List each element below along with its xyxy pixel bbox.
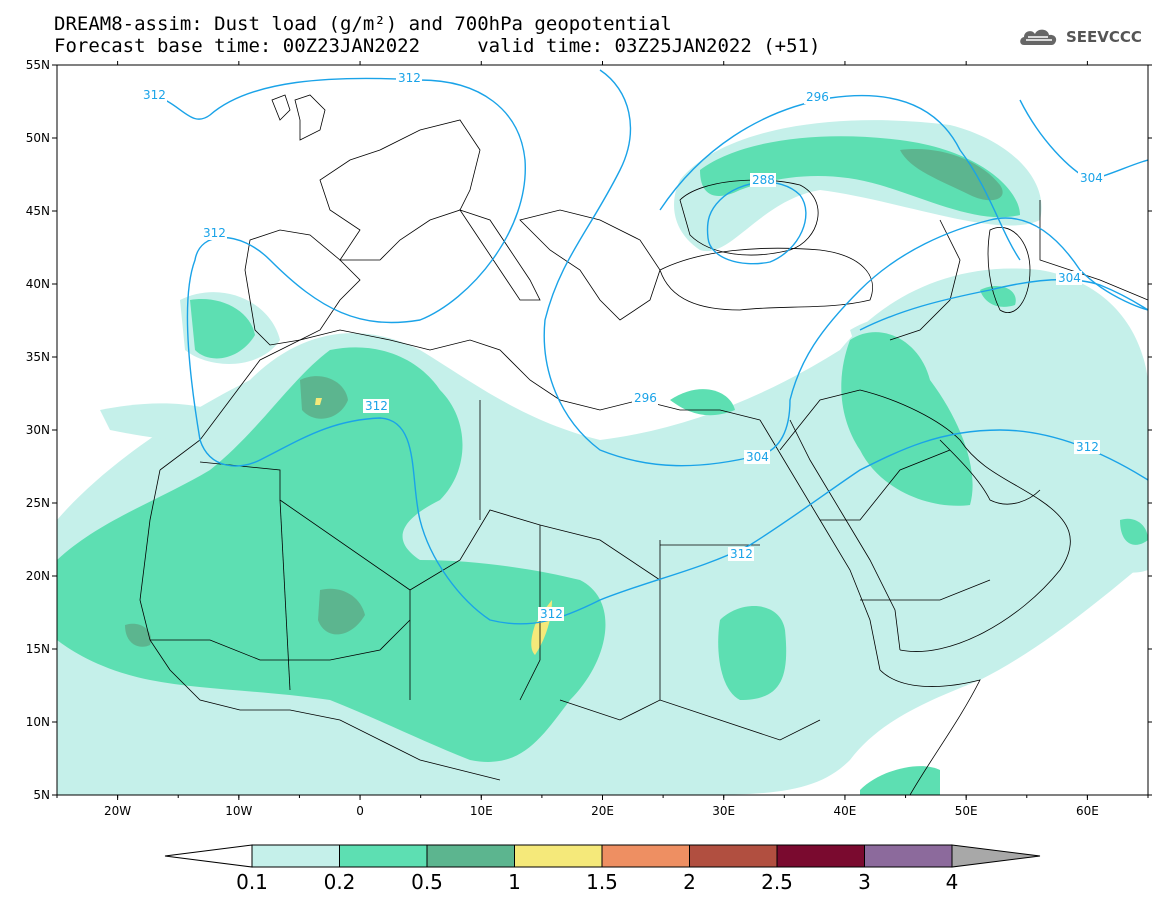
contour-label: 288 [752, 173, 775, 187]
colorbar-label: 2 [683, 870, 696, 894]
colorbar-label: 0.5 [411, 870, 443, 894]
colorbar-swatch [251, 844, 340, 868]
colorbar-swatch [601, 844, 690, 868]
colorbar-label: 4 [946, 870, 959, 894]
lon-tick-label: 10E [470, 804, 493, 818]
lon-tick-label: 20W [104, 804, 131, 818]
lon-tick-label: 0 [356, 804, 364, 818]
contour-304 [859, 278, 1148, 331]
colorbar-swatch [776, 844, 865, 868]
lon-tick-label: 50E [955, 804, 978, 818]
colorbar-swatch [339, 844, 428, 868]
colorbar-label: 3 [858, 870, 871, 894]
contour-label: 312 [365, 399, 388, 413]
lon-tick-label: 10W [225, 804, 252, 818]
colorbar-swatch [864, 844, 953, 868]
contour-label-group: 312 312 296 288 304 312 304 296 304 312 … [141, 71, 1104, 621]
contour-label: 312 [730, 547, 753, 561]
contour-label: 304 [746, 450, 769, 464]
title-line-2: Forecast base time: 00Z23JAN2022 valid t… [54, 35, 821, 57]
lon-tick-label: 40E [834, 804, 857, 818]
contour-label: 312 [203, 226, 226, 240]
cloud-icon [1020, 29, 1057, 45]
lat-tick-label: 15N [26, 642, 50, 656]
colorbar: 0.1 0.2 0.5 1 1.5 2 2.5 3 4 [164, 844, 1041, 894]
lat-tick-label: 35N [26, 350, 50, 364]
colorbar-swatch [689, 844, 778, 868]
lat-tick-label: 10N [26, 715, 50, 729]
contour-304-ne [1019, 99, 1148, 181]
contour-label: 304 [1058, 271, 1081, 285]
contour-label: 296 [806, 90, 829, 104]
colorbar-label: 2.5 [761, 870, 793, 894]
colorbar-under-arrow [164, 844, 253, 868]
title-line-1: DREAM8-assim: Dust load (g/m²) and 700hP… [54, 13, 672, 35]
lat-tick-label: 50N [26, 131, 50, 145]
contour-296-ne [659, 94, 1021, 261]
contour-label: 312 [398, 71, 421, 85]
contour-label: 304 [1080, 171, 1103, 185]
colorbar-over-arrow [951, 844, 1041, 868]
lat-tick-label: 55N [26, 58, 50, 72]
lat-tick-label: 30N [26, 423, 50, 437]
colorbar-label: 0.2 [324, 870, 356, 894]
contour-label: 312 [143, 88, 166, 102]
lon-tick-label: 60E [1076, 804, 1099, 818]
colorbar-label: 1.5 [586, 870, 618, 894]
logo-text: SEEVCCC [1066, 28, 1142, 46]
lat-tick-label: 45N [26, 204, 50, 218]
contour-312-north [149, 77, 1148, 625]
seevccc-logo: SEEVCCC [1018, 26, 1142, 48]
dust-layer [57, 120, 1148, 795]
lat-tick-label: 40N [26, 277, 50, 291]
lat-tick-label: 20N [26, 569, 50, 583]
lat-tick-label: 25N [26, 496, 50, 510]
colorbar-label: 0.1 [236, 870, 268, 894]
colorbar-swatch [426, 844, 515, 868]
lon-tick-label: 20E [591, 804, 614, 818]
colorbar-label: 1 [508, 870, 521, 894]
contour-label: 296 [634, 391, 657, 405]
colorbar-swatch [514, 844, 603, 868]
lat-tick-label: 5N [33, 788, 50, 802]
contour-label: 312 [1076, 440, 1099, 454]
contour-label: 312 [540, 607, 563, 621]
axis-ticks: 20W 10W 0 10E 20E 30E 40E 50E 60E 55N 50N 45N 40N 35N… [26, 58, 1152, 818]
lon-tick-label: 30E [712, 804, 735, 818]
